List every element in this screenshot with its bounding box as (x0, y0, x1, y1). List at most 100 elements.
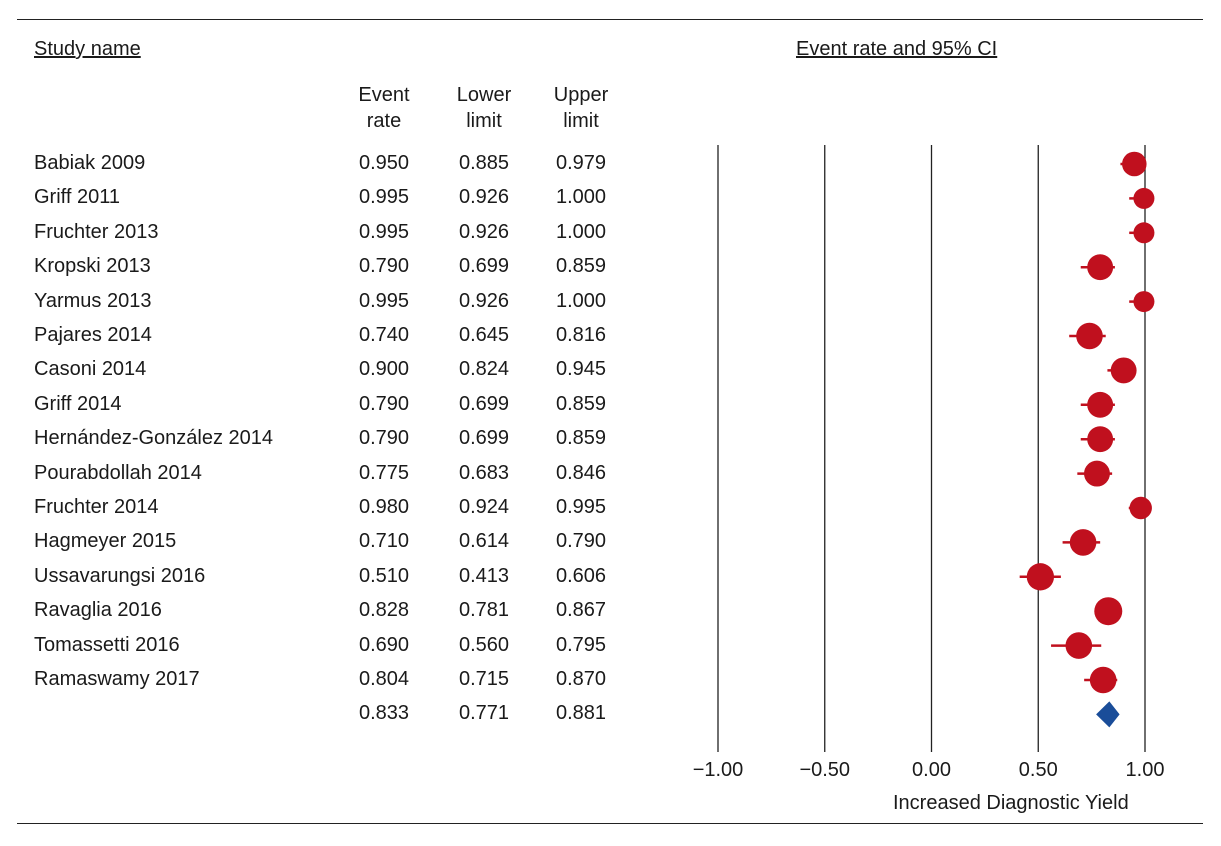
x-tick-label: 0.00 (912, 759, 951, 781)
lower-limit-header: Lower limit (429, 82, 539, 134)
study-marker (1087, 426, 1114, 453)
study-name: Casoni 2014 (34, 358, 147, 381)
study-marker (1133, 222, 1155, 244)
table-row: Babiak 2009 0.950 0.885 0.979 (0, 152, 700, 186)
event-rate-header-line1: Event (358, 84, 410, 106)
event-rate-value: 0.950 (358, 152, 410, 174)
ci-title: Event rate and 95% CI (796, 38, 998, 60)
study-marker (1122, 151, 1147, 177)
table-row: Fruchter 2013 0.995 0.926 1.000 (0, 221, 700, 255)
study-marker (1087, 254, 1114, 281)
study-name: Pajares 2014 (34, 324, 152, 346)
table-row: Griff 2011 0.995 0.926 1.000 (0, 186, 700, 220)
upper-limit-value: 0.859 (555, 255, 607, 278)
lower-limit-value: 0.413 (458, 564, 510, 587)
lower-limit-value: 0.614 (458, 530, 510, 553)
event-rate-value: 0.790 (358, 392, 410, 415)
lower-limit-value: 0.645 (458, 324, 510, 346)
top-rule (17, 19, 1203, 20)
event-rate-value: 0.833 (358, 702, 410, 725)
table-row: Griff 2014 0.790 0.699 0.859 (0, 393, 700, 427)
lower-limit-value: 0.715 (458, 668, 510, 690)
upper-limit-value: 0.859 (555, 392, 607, 415)
upper-limit-value: 0.816 (555, 324, 607, 346)
upper-limit-value: 0.867 (555, 599, 607, 622)
x-tick-label: 0.50 (1019, 759, 1058, 781)
upper-limit-value: 0.606 (555, 564, 607, 587)
upper-limit-value: 0.995 (555, 496, 607, 518)
upper-limit-header: Upper limit (526, 82, 636, 134)
study-name: Babiak 2009 (34, 152, 146, 174)
study-name: Ramaswamy 2017 (34, 668, 200, 690)
upper-limit-value: 0.795 (555, 633, 607, 656)
lower-limit-value: 0.699 (458, 392, 510, 415)
upper-limit-value: 1.000 (555, 220, 607, 243)
study-name: Hagmeyer 2015 (34, 530, 177, 553)
event-rate-value: 0.828 (358, 599, 410, 622)
study-marker (1133, 187, 1155, 209)
table-row: Yarmus 2013 0.995 0.926 1.000 (0, 290, 700, 324)
upper-limit-value: 0.859 (555, 427, 607, 450)
table-row: Pourabdollah 2014 0.775 0.683 0.846 (0, 462, 700, 496)
study-name: Ravaglia 2016 (34, 599, 162, 622)
event-rate-value: 0.995 (358, 289, 410, 312)
upper-limit-value: 1.000 (555, 186, 607, 209)
study-name: Griff 2011 (34, 186, 120, 209)
event-rate-value: 0.995 (358, 220, 410, 243)
table-row: Hagmeyer 2015 0.710 0.614 0.790 (0, 530, 700, 564)
event-rate-value: 0.790 (358, 255, 410, 278)
study-marker (1094, 597, 1123, 626)
study-name: Griff 2014 (34, 392, 122, 415)
lower-limit-value: 0.824 (458, 358, 510, 381)
lower-limit-value: 0.683 (458, 461, 510, 484)
lower-limit-value: 0.924 (458, 496, 510, 518)
upper-limit-header-line2: limit (563, 110, 599, 132)
study-marker (1133, 291, 1155, 313)
x-tick-label: 1.00 (1126, 759, 1165, 781)
study-marker (1129, 496, 1152, 520)
upper-limit-value: 0.790 (555, 530, 607, 553)
lower-limit-value: 0.781 (458, 599, 510, 622)
x-tick-label: −0.50 (799, 759, 850, 781)
table-row: Hernández-González 2014 0.790 0.699 0.859 (0, 427, 700, 461)
study-marker (1069, 529, 1097, 556)
table-row: Ramaswamy 2017 0.804 0.715 0.870 (0, 668, 700, 702)
bottom-rule (17, 823, 1203, 824)
study-name: Hernández-González 2014 (34, 427, 274, 450)
summary-diamond (1096, 701, 1120, 728)
table-row: Ussavarungsi 2016 0.510 0.413 0.606 (0, 565, 700, 599)
lower-limit-header-line1: Lower (456, 84, 512, 106)
lower-limit-value: 0.699 (458, 255, 510, 278)
event-rate-value: 0.804 (358, 668, 410, 690)
summary-row: 0.833 0.771 0.881 (0, 702, 700, 736)
event-rate-value: 0.740 (358, 324, 410, 346)
study-marker (1084, 460, 1110, 487)
x-tick-label: −1.00 (693, 759, 744, 781)
study-marker (1026, 563, 1055, 591)
study-name: Pourabdollah 2014 (34, 461, 202, 484)
study-name-header: Study name (34, 38, 141, 60)
event-rate-value: 0.790 (358, 427, 410, 450)
lower-limit-value: 0.926 (458, 220, 510, 243)
study-name: Tomassetti 2016 (34, 633, 180, 656)
table-row: Casoni 2014 0.900 0.824 0.945 (0, 358, 700, 392)
event-rate-value: 0.775 (358, 461, 410, 484)
event-rate-value: 0.710 (358, 530, 410, 553)
upper-limit-value: 0.846 (555, 461, 607, 484)
table-row: Kropski 2013 0.790 0.699 0.859 (0, 255, 700, 289)
event-rate-value: 0.980 (358, 496, 410, 518)
lower-limit-header-line2: limit (466, 110, 502, 132)
table-row: Ravaglia 2016 0.828 0.781 0.867 (0, 599, 700, 633)
table-row: Tomassetti 2016 0.690 0.560 0.795 (0, 634, 700, 668)
table-row: Pajares 2014 0.740 0.645 0.816 (0, 324, 700, 358)
event-rate-value: 0.690 (358, 633, 410, 656)
study-name: Yarmus 2013 (34, 289, 152, 312)
upper-limit-value: 0.945 (555, 358, 607, 381)
x-axis-label: Increased Diagnostic Yield (893, 792, 1129, 814)
study-marker (1087, 391, 1114, 418)
upper-limit-value: 0.979 (555, 152, 607, 174)
study-name: Fruchter 2014 (34, 496, 159, 518)
lower-limit-value: 0.926 (458, 289, 510, 312)
lower-limit-value: 0.699 (458, 427, 510, 450)
